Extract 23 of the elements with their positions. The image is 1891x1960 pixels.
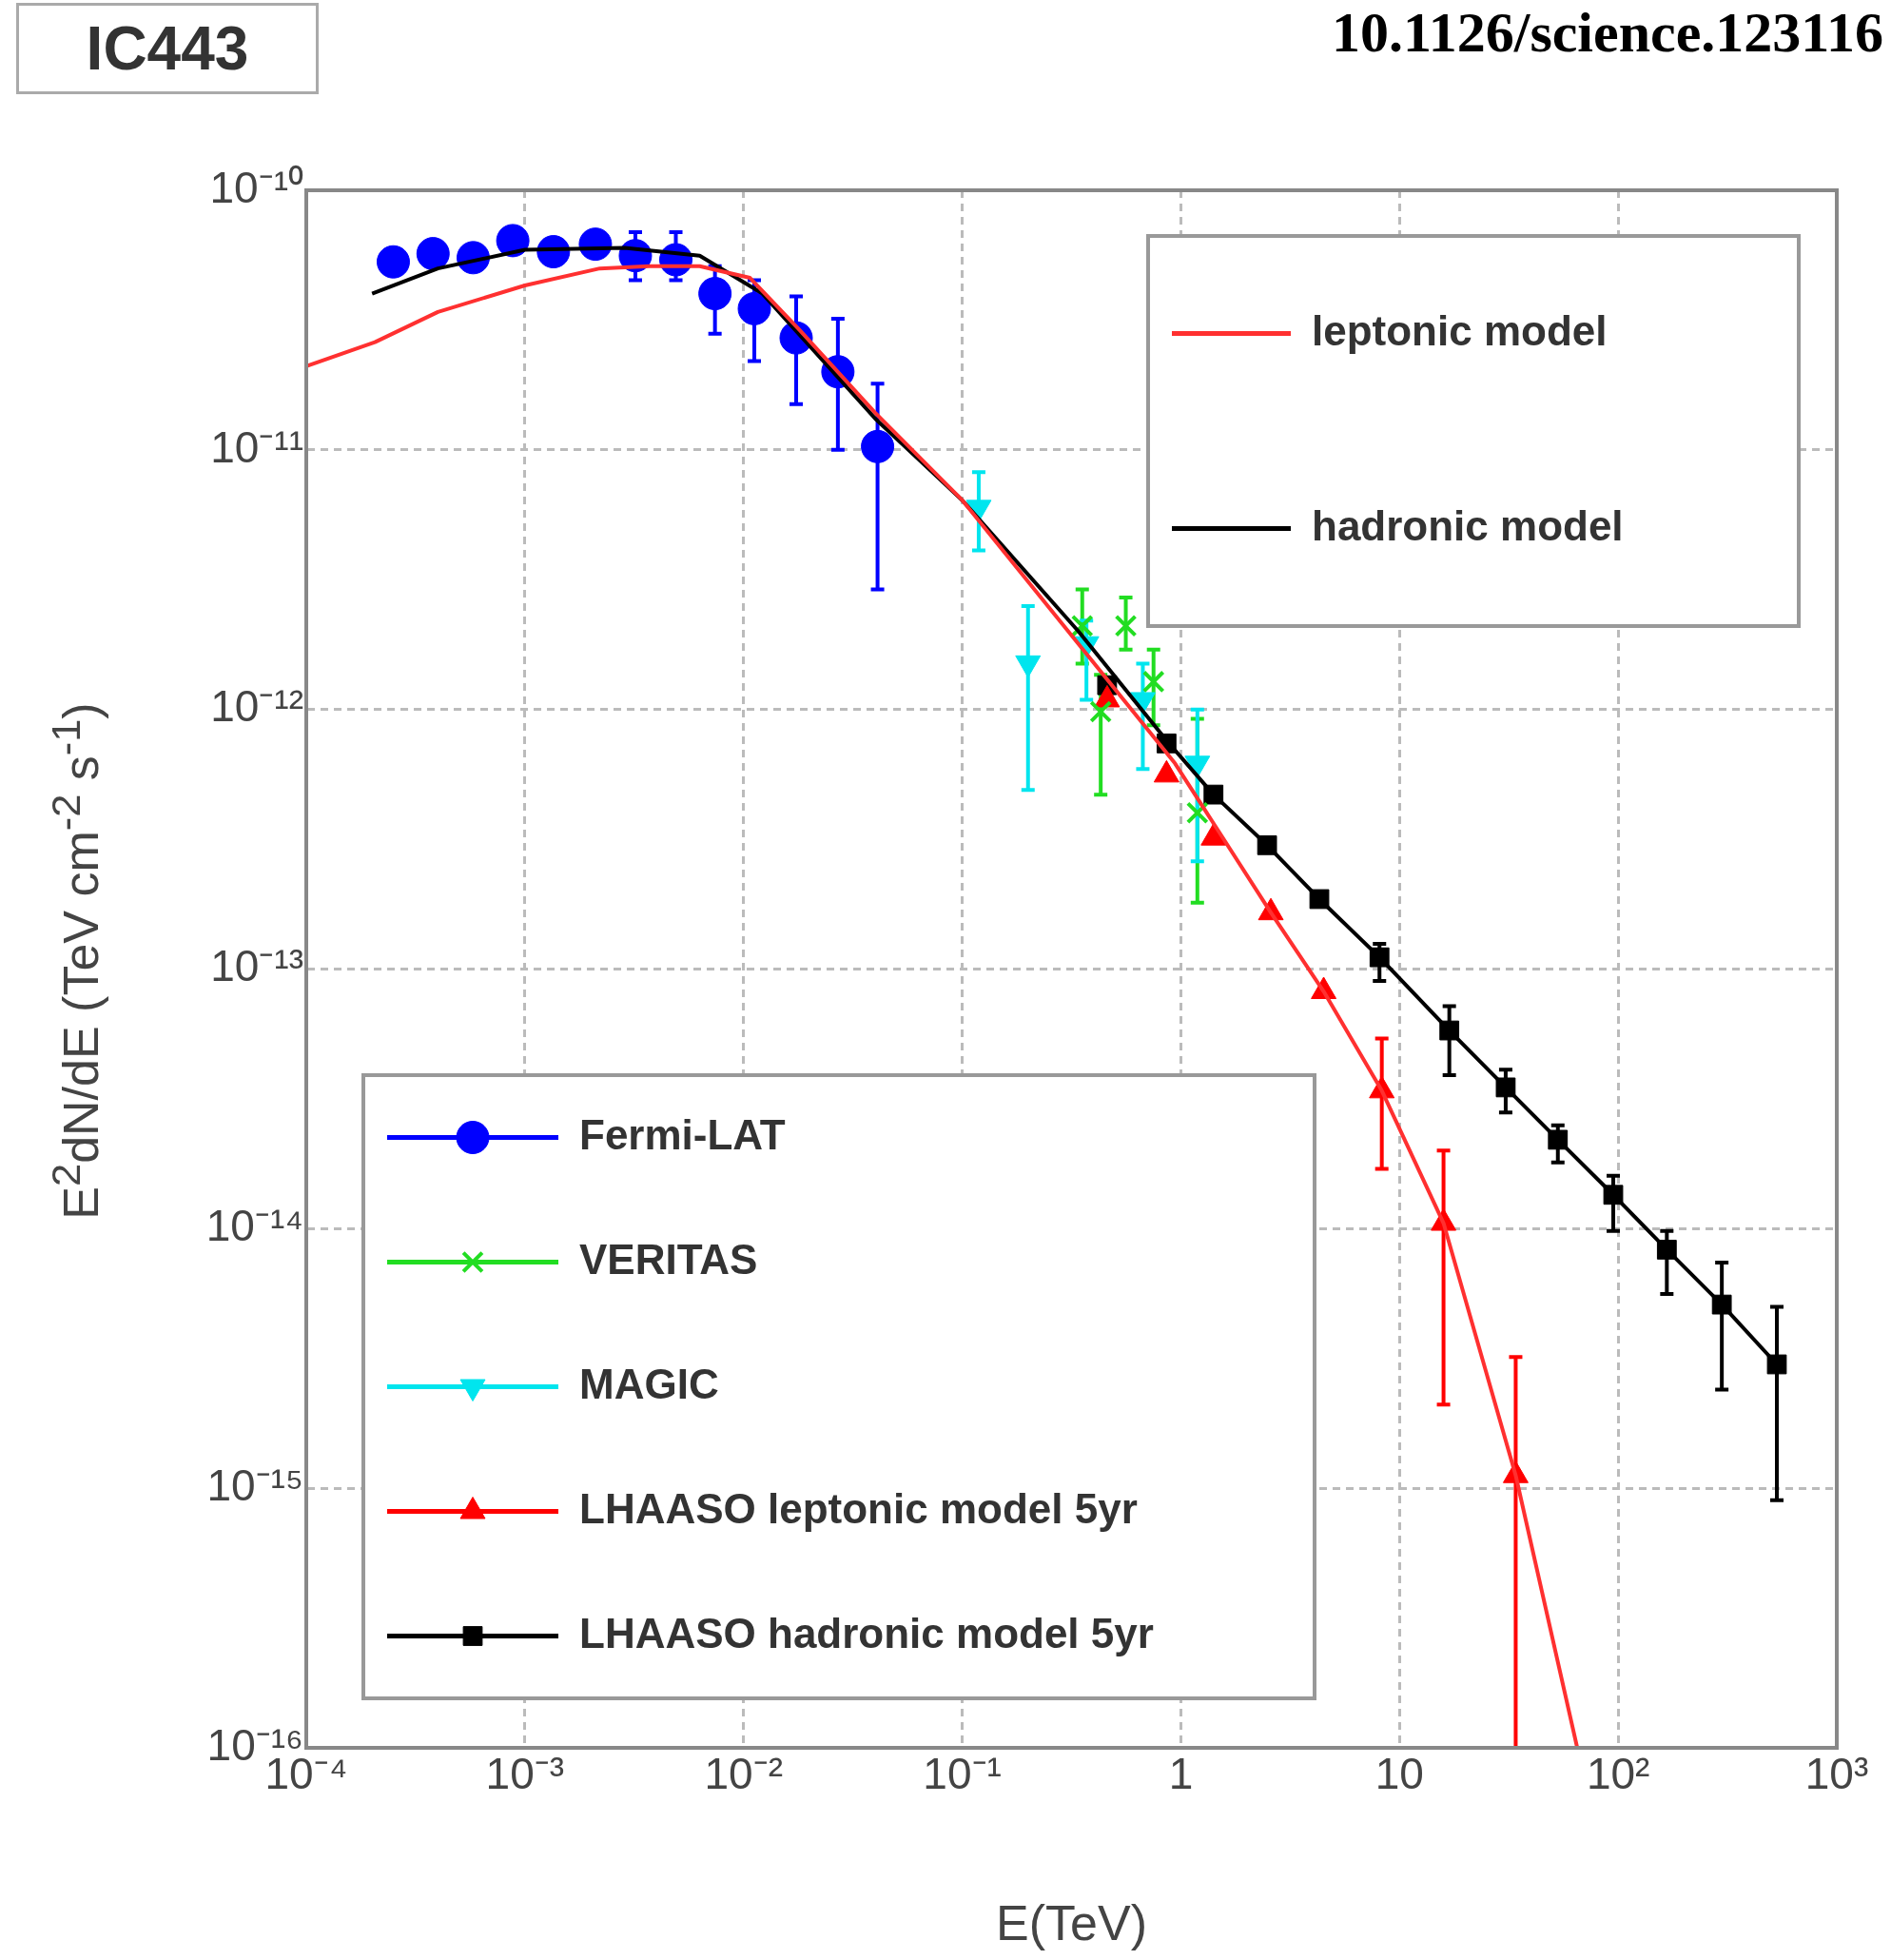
chart-title: IC443	[16, 3, 319, 94]
legend-label: hadronic model	[1312, 501, 1624, 549]
x-axis-title: E(TeV)	[996, 1895, 1147, 1951]
y-tick-label: 10⁻¹⁵	[206, 1460, 303, 1510]
x-tick-label: 10³	[1804, 1749, 1869, 1799]
legend-label: LHAASO hadronic model 5yr	[579, 1609, 1154, 1656]
legend-label: Fermi-LAT	[579, 1110, 786, 1158]
legend-label: MAGIC	[579, 1360, 719, 1407]
x-tick-label: 1	[1168, 1749, 1194, 1799]
x-tick-label: 10⁻¹	[923, 1749, 1002, 1799]
y-tick-label: 10⁻¹¹	[210, 421, 303, 472]
x-tick-label: 10	[1374, 1749, 1424, 1799]
x-tick-label: 10⁻³	[485, 1749, 565, 1799]
x-tick-label: 10²	[1586, 1749, 1650, 1799]
text: 10.1126/science.123116	[1332, 0, 1883, 66]
legend-label: leptonic model	[1312, 306, 1608, 354]
y-tick-label: 10⁻¹⁰	[209, 162, 303, 212]
legend-label: LHAASO leptonic model 5yr	[579, 1484, 1138, 1532]
y-tick-label: 10⁻¹⁴	[205, 1201, 303, 1251]
y-tick-label: 10⁻¹³	[210, 941, 303, 991]
x-tick-label: 10⁻²	[704, 1749, 783, 1799]
legend-label: VERITAS	[579, 1235, 758, 1283]
y-tick-label: 10⁻¹²	[210, 681, 303, 732]
